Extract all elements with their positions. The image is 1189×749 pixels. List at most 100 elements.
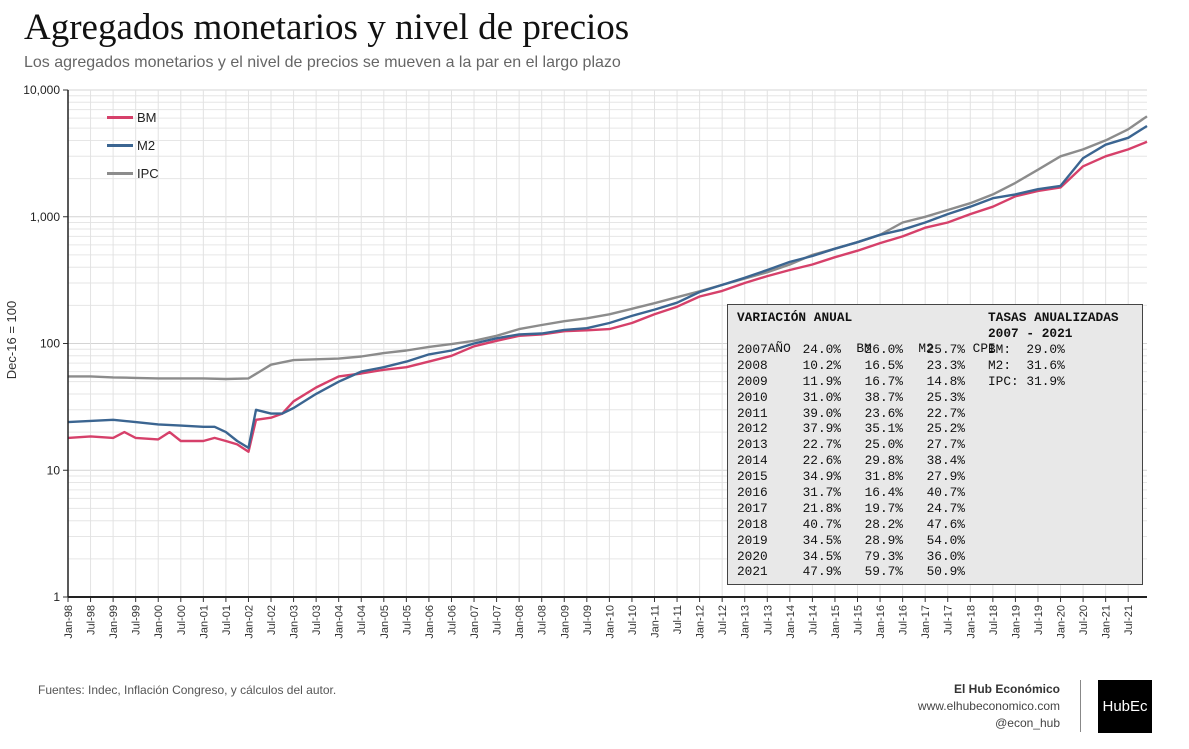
y-tick-label: 10,000 [23, 83, 60, 97]
table-cell: 16.4% [864, 485, 903, 501]
table-row: 2018 40.7% 28.2% 47.6% [737, 517, 965, 533]
table-row: 2015 34.9% 31.8% 27.9% [737, 469, 965, 485]
table-cell: 16.7% [864, 373, 903, 389]
brand-divider [1080, 680, 1081, 732]
table-cell: 2014 [737, 453, 768, 469]
x-tick-label: Jan-21 [1101, 605, 1113, 639]
page-title: Agregados monetarios y nivel de precios [24, 7, 630, 48]
series-lines [67, 115, 1148, 453]
table-cell: 40.7% [802, 516, 841, 532]
table-column-headers: AÑO BM M2 CPI [737, 326, 996, 371]
table-cell: 27.9% [926, 469, 965, 485]
table-cell: 2020 [737, 548, 768, 564]
y-tick-label: 10 [47, 463, 61, 477]
brand-url[interactable]: www.elhubeconomico.com [917, 699, 1060, 713]
legend-item-ipc: IPC [107, 166, 159, 181]
table-cell: 22.7% [926, 405, 965, 421]
rate-bm: BM: 29.0% [988, 342, 1065, 357]
table-cell: 47.6% [926, 516, 965, 532]
table-cell: 11.9% [802, 373, 841, 389]
table-cell: 34.5% [802, 532, 841, 548]
table-cell: 23.3% [926, 357, 965, 373]
table-cell: 25.3% [926, 389, 965, 405]
table-cell: 21.8% [802, 500, 841, 516]
x-tick-label: Jan-06 [424, 605, 436, 639]
x-tick-label: Jul-01 [221, 605, 233, 635]
brand-handle[interactable]: @econ_hub [995, 716, 1060, 730]
x-tick-label: Jan-07 [469, 605, 481, 639]
x-tick-label: Jul-20 [1078, 605, 1090, 635]
table-cell: 2013 [737, 437, 768, 453]
x-tick-label: Jul-04 [356, 605, 368, 635]
table-cell: 28.2% [864, 516, 903, 532]
table-cell: 24.7% [926, 500, 965, 516]
legend-label-ipc: IPC [137, 166, 159, 181]
rate-m2: M2: 31.6% [988, 357, 1065, 373]
x-tick-label: Jan-13 [740, 605, 752, 639]
table-row: 2013 22.7% 25.0% 27.7% [737, 437, 965, 453]
table-cell: 31.8% [864, 469, 903, 485]
x-tick-label: Jul-12 [717, 605, 729, 635]
column-header: BM [856, 341, 872, 356]
table-cell: 26.0% [864, 342, 903, 357]
table-cell: 54.0% [926, 532, 965, 548]
legend-swatch-ipc [107, 172, 133, 175]
x-tick-label: Jan-00 [153, 605, 165, 639]
brand-block: El Hub Económico www.elhubeconomico.com … [918, 681, 1060, 732]
page-subtitle: Los agregados monetarios y el nivel de p… [24, 54, 621, 71]
x-tick-label: Jan-15 [830, 605, 842, 639]
table-cell: 37.9% [802, 421, 841, 437]
table-cell: 2011 [737, 405, 768, 421]
table-cell: 25.0% [864, 437, 903, 453]
table-cell: 29.8% [864, 453, 903, 469]
table-cell: 2021 [737, 564, 768, 580]
table-cell: 2017 [737, 500, 768, 516]
x-tick-label: Jan-08 [514, 605, 526, 639]
x-tick-label: Jul-17 [943, 605, 955, 635]
annual-variation-table: VARIACIÓN ANUAL AÑO BM M2 CPI 2007 24.0% 26.0… [727, 304, 1143, 585]
table-cell: 2009 [737, 373, 768, 389]
x-tick-label: Jan-17 [920, 605, 932, 639]
table-cell: 19.7% [864, 500, 903, 516]
axes: Jan-98 Jul-98 Jan-99 Jul-99 Jan-00 Jul-00 Jan-… [23, 83, 1147, 639]
x-tick-label: Jan-16 [875, 605, 887, 639]
x-tick-label: Jul-03 [311, 605, 323, 635]
rates-heading-line-1: TASAS ANUALIZADAS [988, 310, 1119, 325]
table-row: 2021 47.9% 59.7% 50.9% [737, 564, 965, 580]
x-tick-label: Jan-05 [379, 605, 391, 639]
table-cell: 23.6% [864, 405, 903, 421]
x-tick-label: Jul-14 [807, 605, 819, 635]
table-cell: 2010 [737, 389, 768, 405]
x-tick-label: Jan-14 [785, 605, 797, 639]
y-tick-label: 1 [53, 590, 60, 604]
legend-swatch-bm [107, 116, 133, 119]
series-line-ipc [68, 115, 1148, 381]
table-cell: 2012 [737, 421, 768, 437]
legend-item-bm: BM [107, 110, 157, 125]
table-cell: 14.8% [926, 373, 965, 389]
x-tick-label: Jan-98 [63, 605, 75, 639]
table-cell: 50.9% [926, 564, 965, 580]
y-tick-label: 1,000 [30, 210, 60, 224]
x-tick-label: Jan-12 [695, 605, 707, 639]
table-cell: 31.7% [802, 485, 841, 501]
table-cell: 34.5% [802, 548, 841, 564]
x-tick-label: Jul-19 [1033, 605, 1045, 635]
x-tick-label: Jul-11 [672, 605, 684, 634]
table-cell: 79.3% [864, 548, 903, 564]
table-cell: 28.9% [864, 532, 903, 548]
hubec-logo: HubEc [1098, 680, 1152, 733]
table-row: 2007 24.0% 26.0% 25.7% [737, 342, 965, 358]
table-cell: 10.2% [802, 357, 841, 373]
column-header: CPI [972, 341, 996, 356]
table-cell: 22.7% [802, 437, 841, 453]
table-heading: VARIACIÓN ANUAL [737, 310, 853, 325]
table-cell: 2018 [737, 516, 768, 532]
table-cell: 2019 [737, 532, 768, 548]
x-tick-label: Jul-16 [898, 605, 910, 635]
x-tick-label: Jul-06 [446, 605, 458, 635]
table-cell: 39.0% [802, 405, 841, 421]
x-tick-label: Jan-09 [559, 605, 571, 639]
table-rows: 2007 24.0% 26.0% 25.7% 2008 10.2% 16.5% 23.3% 20… [737, 342, 965, 580]
legend-label-bm: BM [137, 110, 157, 125]
